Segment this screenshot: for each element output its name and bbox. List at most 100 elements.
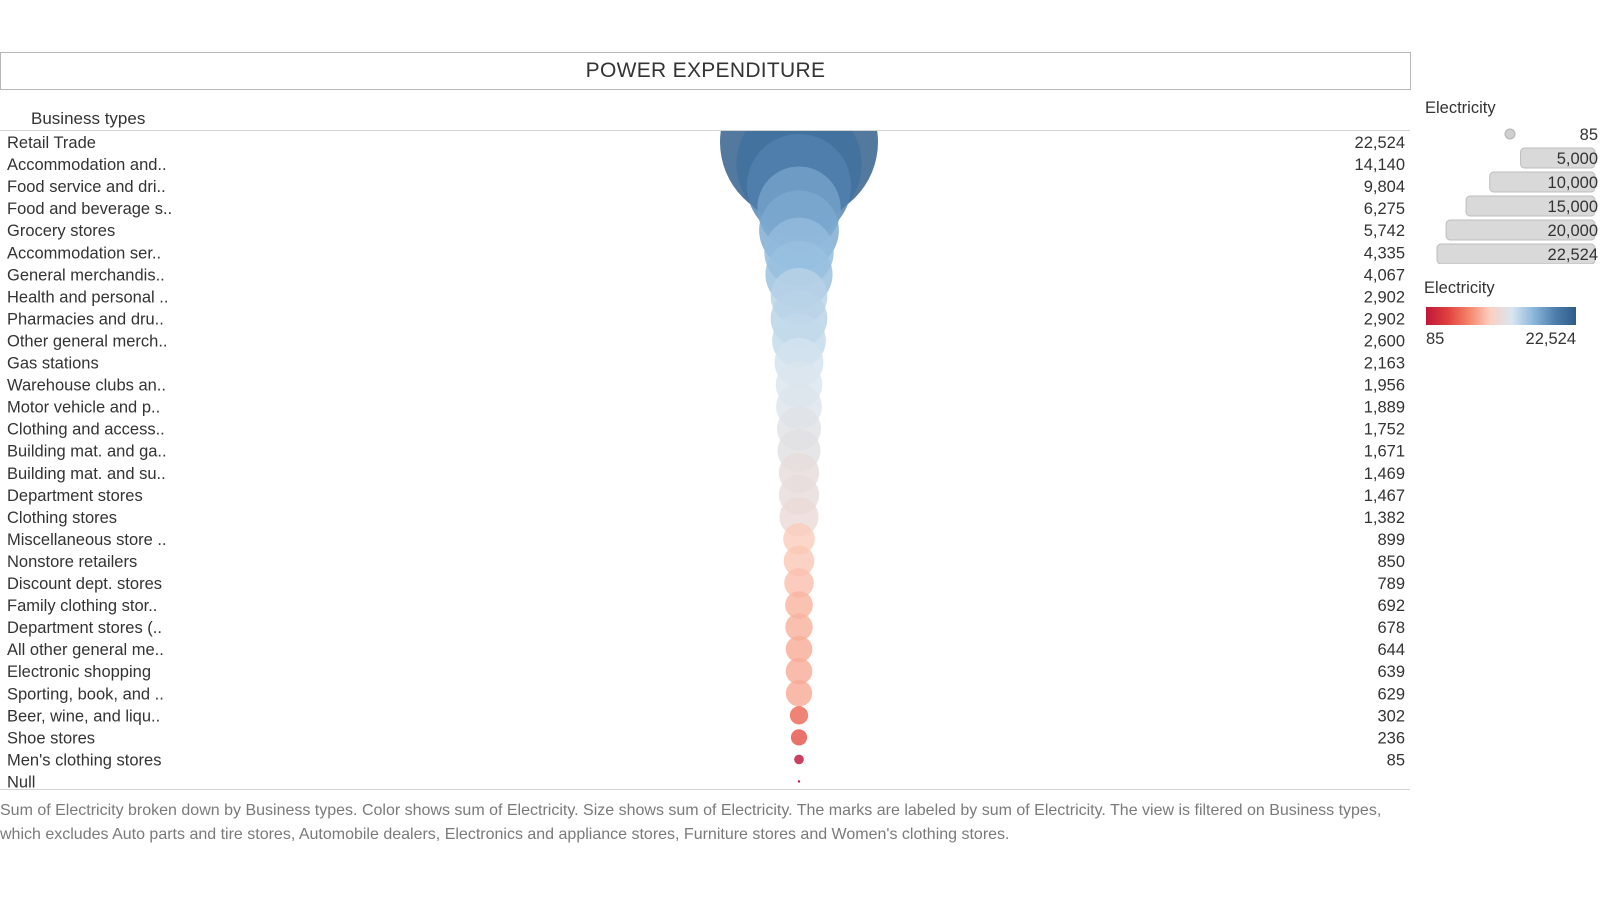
value-data-label: 789 [1377,575,1405,593]
bubble-mark[interactable] [789,706,809,725]
color-legend-title: Electricity [1424,279,1495,297]
bubble-marks [720,131,878,783]
row-category-label[interactable]: All other general me.. [7,641,164,659]
bubble-mark[interactable] [790,729,808,746]
value-data-label: 22,524 [1355,134,1405,152]
value-data-label: 850 [1377,553,1405,571]
size-legend-label: 22,524 [1548,246,1598,264]
bubble-mark[interactable] [785,591,813,619]
chart-caption: Sum of Electricity broken down by Busine… [0,802,1382,843]
row-category-label[interactable]: Department stores (.. [7,619,162,637]
bubble-chart: Retail Trade 22,524 Accommodation and.. 14,… [7,131,1405,790]
row-category-label[interactable]: Shoe stores [7,729,95,747]
bubble-mark[interactable] [797,780,801,783]
row-category-label[interactable]: General merchandis.. [7,266,165,284]
value-data-label: 4,067 [1364,266,1405,284]
row-category-label[interactable]: Family clothing stor.. [7,597,157,615]
value-data-label: 1,671 [1364,443,1405,461]
row-category-label[interactable]: Men's clothing stores [7,751,161,769]
row-category-label[interactable]: Discount dept. stores [7,575,162,593]
value-data-label: 2,902 [1364,288,1405,306]
value-data-label: 2,163 [1364,355,1405,373]
row-category-label[interactable]: Accommodation and.. [7,156,167,174]
row-category-label[interactable]: Miscellaneous store .. [7,531,167,549]
size-legend-label: 20,000 [1548,222,1598,240]
value-data-label: 644 [1377,641,1405,659]
size-legend-item[interactable]: 22,524 [1436,243,1598,264]
bubble-mark[interactable] [784,568,814,598]
row-category-label[interactable]: Gas stations [7,355,99,373]
row-category-label[interactable]: Motor vehicle and p.. [7,399,160,417]
bubble-mark[interactable] [783,545,815,577]
size-legend-item[interactable]: 85 [1504,126,1598,144]
value-data-label: 6,275 [1364,200,1405,218]
value-data-label: 302 [1377,707,1405,725]
row-category-label[interactable]: Grocery stores [7,222,115,240]
bubble-mark[interactable] [785,680,813,707]
size-legend-bar [1436,243,1596,264]
row-category-label[interactable]: Health and personal .. [7,288,168,306]
color-legend-ramp[interactable] [1426,307,1576,325]
value-data-label: 1,889 [1364,399,1405,417]
color-legend[interactable]: 85 22,524 [1420,300,1600,360]
value-data-label: 678 [1377,619,1405,637]
size-legend-bar [1489,171,1596,193]
value-data-label: 692 [1377,597,1405,615]
value-data-label: 85 [1387,751,1405,769]
size-legend-bar [1445,219,1596,241]
value-data-label: 236 [1377,729,1405,747]
row-category-label[interactable]: Sporting, book, and .. [7,685,164,703]
value-data-label: 629 [1377,685,1405,703]
color-legend-min-label: 85 [1426,330,1444,348]
row-category-label[interactable]: Retail Trade [7,134,96,152]
bubble-mark[interactable] [785,635,813,663]
bubble-mark[interactable] [785,657,813,685]
row-category-label[interactable]: Other general merch.. [7,332,168,350]
size-legend-bar [1465,195,1596,217]
row-category-label[interactable]: Food and beverage s.. [7,200,172,218]
value-data-label: 2,902 [1364,310,1405,328]
row-category-label[interactable]: Clothing stores [7,509,117,527]
value-data-label: 4,335 [1364,244,1405,262]
value-data-label: 899 [1377,531,1405,549]
chart-title: POWER EXPENDITURE [0,52,1411,90]
row-category-label[interactable]: Clothing and access.. [7,421,165,439]
size-legend-bar [1520,147,1596,169]
value-data-label: 1,469 [1364,465,1405,483]
size-legend-item[interactable]: 20,000 [1445,219,1598,241]
row-category-label[interactable]: Null [7,773,35,790]
size-legend-item[interactable]: 5,000 [1520,147,1598,169]
size-legend-mark [1504,128,1516,140]
value-data-label: 2,600 [1364,332,1405,350]
value-data-label: 1,467 [1364,487,1405,505]
row-category-label[interactable]: Electronic shopping [7,663,151,681]
size-legend-label: 10,000 [1548,174,1598,192]
size-legend-label: 15,000 [1548,198,1598,216]
row-category-label[interactable]: Accommodation ser.. [7,244,161,262]
size-legend-item[interactable]: 10,000 [1489,171,1598,193]
row-category-label[interactable]: Food service and dri.. [7,178,166,196]
value-data-label: 14,140 [1355,156,1405,174]
size-legend[interactable]: 85 5,000 10,000 15,000 20,000 22,524 [1420,124,1600,264]
row-category-label[interactable]: Pharmacies and dru.. [7,310,164,328]
row-category-label[interactable]: Building mat. and ga.. [7,443,167,461]
value-data-label: 9,804 [1364,178,1405,196]
bubble-mark[interactable] [783,523,815,555]
color-legend-max-label: 22,524 [1526,330,1576,348]
row-category-label[interactable]: Beer, wine, and liqu.. [7,707,160,725]
footer-divider [0,789,1410,790]
value-data-label: 1,752 [1364,421,1405,439]
row-category-label[interactable]: Nonstore retailers [7,553,137,571]
row-category-label[interactable]: Building mat. and su.. [7,465,166,483]
row-category-label[interactable]: Department stores [7,487,143,505]
size-legend-label: 5,000 [1557,150,1598,168]
bubble-mark[interactable] [794,754,804,765]
size-legend-label: 85 [1580,126,1598,144]
value-data-label: 1,956 [1364,377,1405,395]
value-data-label: 5,742 [1364,222,1405,240]
row-category-label[interactable]: Warehouse clubs an.. [7,377,166,395]
row-header-label[interactable]: Business types [31,109,146,128]
value-data-label: 1,382 [1364,509,1405,527]
bubble-mark[interactable] [785,613,813,641]
size-legend-item[interactable]: 15,000 [1465,195,1598,217]
